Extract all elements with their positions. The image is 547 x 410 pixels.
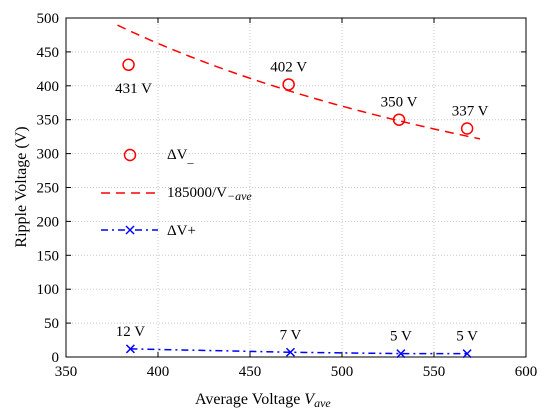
legend: ΔV_ 185000/V−ave ΔV+ <box>101 147 252 239</box>
dv-plus-data-label: 5 V <box>456 329 478 345</box>
y-tick-label: 250 <box>37 181 60 197</box>
x-tick-label: 350 <box>55 364 78 380</box>
y-tick-label: 150 <box>37 248 60 264</box>
dv-minus-data-label: 402 V <box>270 59 307 75</box>
y-tick-label: 300 <box>37 147 60 163</box>
y-tick-label: 200 <box>37 214 60 230</box>
x-axis-title-var: V <box>304 391 316 408</box>
dv-plus-line <box>130 348 468 355</box>
x-axis-title-main: Average Voltage <box>195 391 304 408</box>
y-axis-title: Ripple Voltage (V) <box>13 126 30 247</box>
dv-minus-point <box>460 122 474 135</box>
x-axis-title-sub: ave <box>314 396 331 410</box>
legend-label-dv-plus: ΔV+ <box>167 223 196 239</box>
y-tick-label: 350 <box>37 113 60 129</box>
legend-marker-x <box>125 225 135 235</box>
y-tick-label: 400 <box>37 79 60 95</box>
x-tick-label: 500 <box>331 364 354 380</box>
dv-plus-point <box>125 344 135 354</box>
y-tick-label: 50 <box>44 316 59 332</box>
dv-plus-point <box>285 347 296 357</box>
x-tick-label: 450 <box>239 364 262 380</box>
dv-minus-point <box>392 113 406 126</box>
dv-plus-data-label: 7 V <box>280 327 302 343</box>
legend-fit-sub: −ave <box>227 189 252 203</box>
data-labels: 431 V 402 V 350 V 337 V 12 V 7 V 5 V 5 V <box>115 59 489 344</box>
dv-plus-point <box>462 349 472 359</box>
legend-dv-minus-sub: _ <box>186 151 194 165</box>
dv-minus-data-label: 350 V <box>381 95 418 111</box>
legend-label-dv-minus: ΔV_ <box>167 147 194 165</box>
dv-minus-point <box>282 78 295 91</box>
y-tick-label: 500 <box>37 11 60 27</box>
y-tick-label: 100 <box>37 282 60 298</box>
dv-plus-data-label: 12 V <box>116 324 145 340</box>
dv-minus-point <box>122 58 135 72</box>
legend-marker-circle <box>123 148 137 162</box>
legend-dv-minus-main: ΔV <box>167 147 188 163</box>
fit-curve-line <box>117 24 481 140</box>
series-layer <box>117 24 481 359</box>
dv-minus-data-label: 431 V <box>115 81 152 97</box>
x-tick-label: 600 <box>515 364 538 380</box>
legend-fit-main: 185000/V <box>167 185 227 201</box>
dv-plus-data-label: 5 V <box>390 329 412 345</box>
dv-minus-data-label: 337 V <box>452 104 489 120</box>
y-tick-label: 450 <box>37 45 60 61</box>
dv-plus-point <box>396 349 406 359</box>
y-tick-label: 0 <box>52 350 60 366</box>
x-axis-title: Average Voltage Vave <box>195 391 331 410</box>
axis-ticks: 350 400 450 500 550 600 0 50 100 150 200 250 300 350 4… <box>37 11 538 380</box>
x-tick-label: 400 <box>147 364 170 380</box>
x-tick-label: 550 <box>423 364 446 380</box>
legend-label-fit: 185000/V−ave <box>167 185 252 203</box>
